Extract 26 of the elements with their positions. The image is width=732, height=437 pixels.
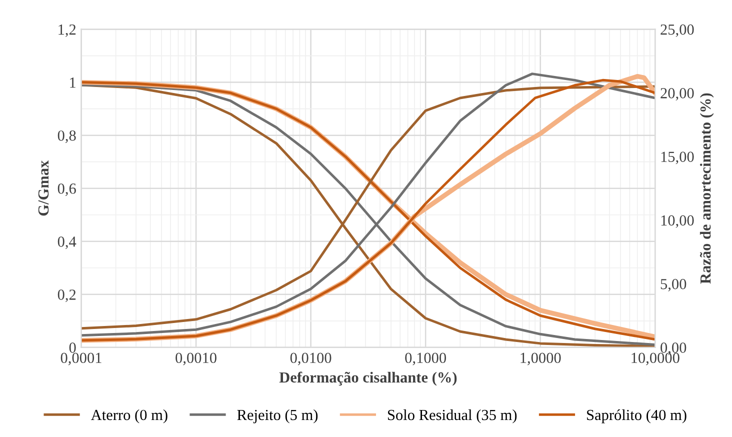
y-tick-label: 0,2 bbox=[58, 290, 76, 302]
y-tick-label: 0 bbox=[69, 342, 76, 353]
y2-tick-label: 15,00 bbox=[661, 152, 694, 164]
y-axis-title: G/Gmax bbox=[38, 160, 49, 216]
x-tick-label: 0,0001 bbox=[60, 352, 102, 366]
x-tick-label: 0,1000 bbox=[405, 352, 446, 366]
legend-label: Saprólito (40 m) bbox=[587, 409, 686, 424]
x-tick-label: 0,0100 bbox=[290, 352, 332, 366]
x-axis-title: Deformação cisalhante (%) bbox=[279, 372, 457, 386]
legend-label: Solo Residual (35 m) bbox=[388, 409, 517, 424]
y2-tick-label: 20,00 bbox=[660, 88, 694, 101]
y2-tick-label: 10,00 bbox=[661, 215, 694, 228]
y-tick-label: 0,4 bbox=[58, 236, 76, 250]
x-tick-label: 1,0000 bbox=[520, 352, 561, 366]
y-tick-label: 0,8 bbox=[58, 130, 76, 143]
x-tick-label: 0,0010 bbox=[176, 352, 216, 366]
x-tick-label: 10,0000 bbox=[632, 352, 680, 366]
y2-tick-label: 0,00 bbox=[660, 342, 686, 356]
legend-label: Aterro (0 m) bbox=[90, 409, 168, 424]
y-tick-label: 1 bbox=[70, 78, 76, 88]
y-tick-label: 0,6 bbox=[58, 183, 76, 196]
y2-tick-label: 5,00 bbox=[660, 278, 686, 292]
y2-tick-label: 25,00 bbox=[660, 24, 694, 37]
legend-label: Rejeito (5 m) bbox=[237, 409, 318, 424]
y-tick-label: 1,2 bbox=[58, 24, 76, 37]
y2-axis-title: Razão de amortecimento (%) bbox=[700, 93, 714, 284]
